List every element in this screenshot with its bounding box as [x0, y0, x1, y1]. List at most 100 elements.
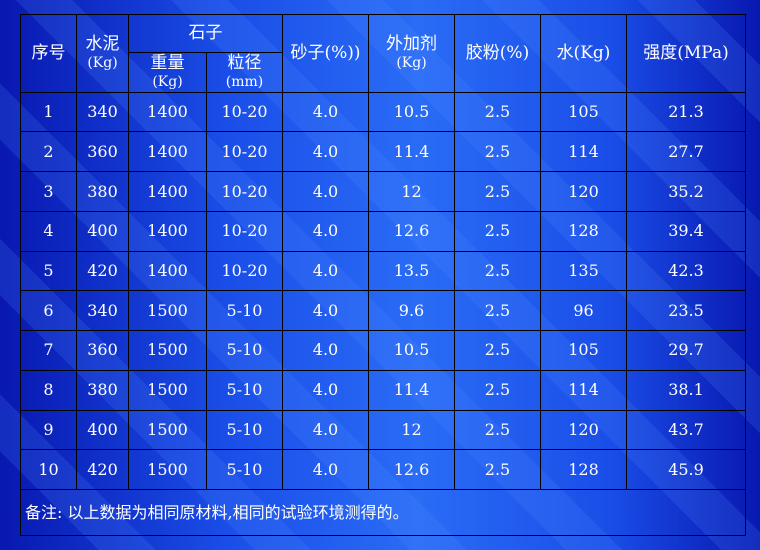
table-row: 8 380 1500 5-10 4.0 11.4 2.5 114 38.1: [20, 369, 746, 411]
cell-index: 10: [20, 449, 77, 490]
cell-powder: 2.5: [454, 449, 541, 490]
cell-water: 128: [540, 210, 627, 252]
table-header: 序号 水泥 (Kg) 石子 砂子(%)) 外加剂 (Kg) 胶粉(%) 水(Kg…: [20, 14, 746, 93]
header-stone-size-label: 粒径: [227, 53, 262, 73]
cell-powder: 2.5: [454, 290, 541, 332]
cell-water: 96: [540, 290, 627, 332]
cell-size: 10-20: [206, 250, 283, 292]
table-row: 10 420 1500 5-10 4.0 12.6 2.5 128 45.9: [20, 449, 746, 490]
header-stone-size: 粒径 (mm): [206, 52, 283, 93]
header-admixture-unit: (Kg): [396, 55, 427, 72]
cell-weight: 1500: [128, 409, 207, 451]
cell-strength: 45.9: [626, 449, 746, 490]
cell-size: 5-10: [206, 330, 283, 371]
table-row: 9 400 1500 5-10 4.0 12 2.5 120 43.7: [20, 409, 746, 451]
cell-strength: 29.7: [626, 330, 746, 371]
cell-strength: 21.3: [626, 91, 746, 133]
cell-admixture: 11.4: [368, 131, 455, 173]
cell-weight: 1500: [128, 369, 207, 411]
cell-cement: 380: [76, 369, 129, 411]
mix-proportion-table: 序号 水泥 (Kg) 石子 砂子(%)) 外加剂 (Kg) 胶粉(%) 水(Kg…: [20, 14, 746, 536]
cell-size: 5-10: [206, 369, 283, 411]
cell-weight: 1400: [128, 171, 207, 212]
cell-weight: 1400: [128, 210, 207, 252]
cell-cement: 340: [76, 91, 129, 133]
cell-water: 128: [540, 449, 627, 490]
cell-size: 5-10: [206, 449, 283, 490]
cell-size: 5-10: [206, 409, 283, 451]
cell-powder: 2.5: [454, 131, 541, 173]
cell-cement: 400: [76, 409, 129, 451]
cell-weight: 1500: [128, 330, 207, 371]
header-stone-weight: 重量 (Kg): [128, 52, 207, 93]
cell-powder: 2.5: [454, 171, 541, 212]
cell-index: 8: [20, 369, 77, 411]
cell-powder: 2.5: [454, 369, 541, 411]
cell-cement: 380: [76, 171, 129, 212]
cell-admixture: 12.6: [368, 449, 455, 490]
cell-cement: 340: [76, 290, 129, 332]
cell-strength: 39.4: [626, 210, 746, 252]
cell-strength: 43.7: [626, 409, 746, 451]
cell-sand: 4.0: [282, 250, 369, 292]
cell-cement: 360: [76, 131, 129, 173]
cell-water: 114: [540, 131, 627, 173]
cell-weight: 1400: [128, 91, 207, 133]
cell-size: 10-20: [206, 91, 283, 133]
cell-sand: 4.0: [282, 91, 369, 133]
table-row: 4 400 1400 10-20 4.0 12.6 2.5 128 39.4: [20, 210, 746, 252]
cell-admixture: 12.6: [368, 210, 455, 252]
header-admixture-label: 外加剂: [386, 34, 437, 54]
table-note: 备注: 以上数据为相同原材料,相同的试验环境测得的。: [20, 489, 746, 536]
cell-water: 114: [540, 369, 627, 411]
cell-cement: 420: [76, 449, 129, 490]
header-cement: 水泥 (Kg): [76, 14, 129, 93]
cell-water: 120: [540, 171, 627, 212]
cell-sand: 4.0: [282, 409, 369, 451]
cell-admixture: 12: [368, 171, 455, 212]
header-strength: 强度(MPa): [626, 14, 746, 93]
cell-size: 10-20: [206, 131, 283, 173]
cell-powder: 2.5: [454, 330, 541, 371]
cell-sand: 4.0: [282, 131, 369, 173]
table-row: 5 420 1400 10-20 4.0 13.5 2.5 135 42.3: [20, 250, 746, 292]
cell-powder: 2.5: [454, 250, 541, 292]
cell-index: 9: [20, 409, 77, 451]
cell-sand: 4.0: [282, 171, 369, 212]
table-row: 6 340 1500 5-10 4.0 9.6 2.5 96 23.5: [20, 290, 746, 332]
cell-admixture: 13.5: [368, 250, 455, 292]
cell-size: 10-20: [206, 210, 283, 252]
cell-weight: 1400: [128, 131, 207, 173]
cell-sand: 4.0: [282, 369, 369, 411]
cell-index: 5: [20, 250, 77, 292]
cell-index: 2: [20, 131, 77, 173]
cell-cement: 360: [76, 330, 129, 371]
cell-powder: 2.5: [454, 210, 541, 252]
header-cement-label: 水泥: [85, 34, 120, 54]
cell-size: 10-20: [206, 171, 283, 212]
table-row: 1 340 1400 10-20 4.0 10.5 2.5 105 21.3: [20, 91, 746, 133]
cell-size: 5-10: [206, 290, 283, 332]
cell-water: 105: [540, 91, 627, 133]
cell-sand: 4.0: [282, 330, 369, 371]
cell-weight: 1500: [128, 290, 207, 332]
cell-strength: 23.5: [626, 290, 746, 332]
cell-weight: 1400: [128, 250, 207, 292]
header-stone-weight-label: 重量: [150, 53, 185, 73]
table-body: 1 340 1400 10-20 4.0 10.5 2.5 105 21.3 2 360 1400 10…: [20, 91, 746, 490]
header-admixture: 外加剂 (Kg): [368, 14, 455, 93]
table-row: 3 380 1400 10-20 4.0 12 2.5 120 35.2: [20, 171, 746, 212]
cell-admixture: 11.4: [368, 369, 455, 411]
cell-water: 120: [540, 409, 627, 451]
header-stone-size-unit: (mm): [225, 74, 264, 91]
cell-admixture: 10.5: [368, 91, 455, 133]
cell-strength: 42.3: [626, 250, 746, 292]
header-sand: 砂子(%)): [282, 14, 369, 93]
table-row: 2 360 1400 10-20 4.0 11.4 2.5 114 27.7: [20, 131, 746, 173]
header-stone: 石子: [128, 14, 283, 53]
header-cement-unit: (Kg): [87, 55, 118, 72]
cell-cement: 420: [76, 250, 129, 292]
cell-admixture: 12: [368, 409, 455, 451]
cell-cement: 400: [76, 210, 129, 252]
